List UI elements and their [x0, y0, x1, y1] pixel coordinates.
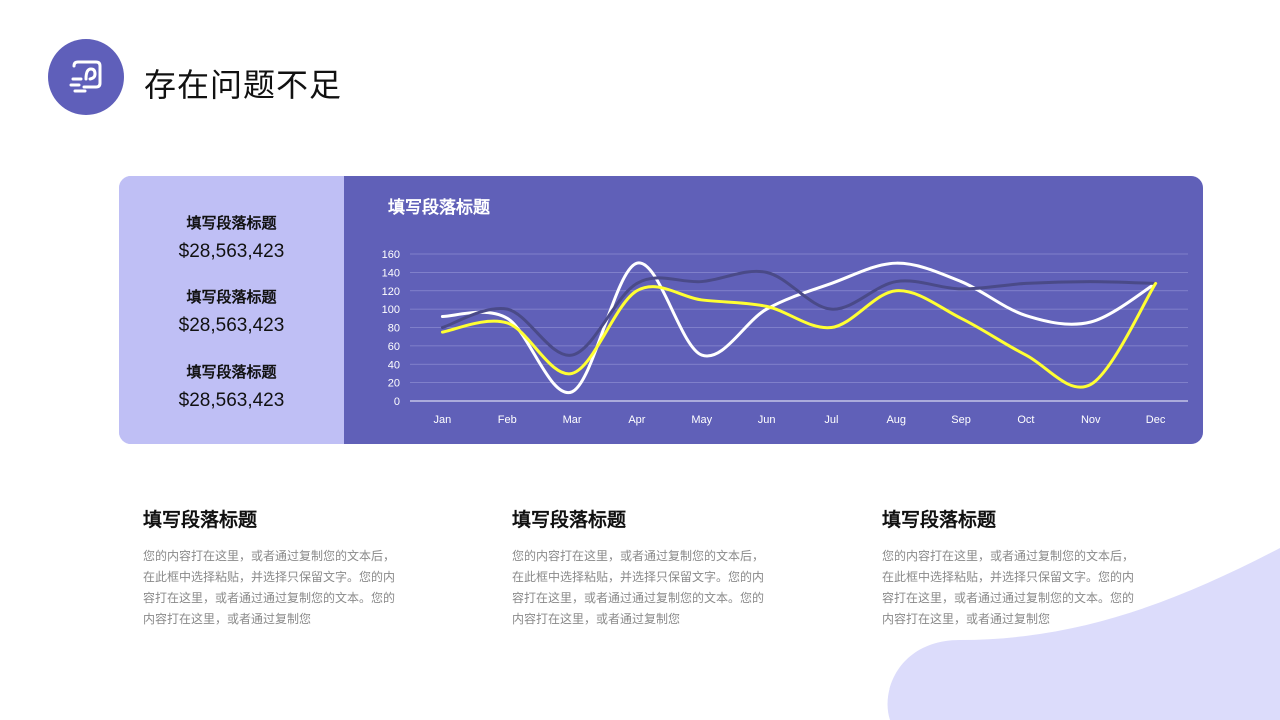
stat-value: $28,563,423: [178, 390, 285, 411]
y-tick-label: 100: [382, 304, 400, 316]
stat-value: $28,563,423: [178, 241, 285, 262]
y-tick-label: 80: [388, 323, 400, 335]
text-column: 填写段落标题 您的内容打在这里，或者通过复制您的文本后， 在此框中选择粘贴，并选…: [882, 505, 1162, 630]
y-tick-label: 40: [388, 359, 400, 371]
y-tick-label: 0: [394, 396, 400, 408]
series-line-3: [440, 281, 1158, 389]
column-text-line: 容打在这里，或者通过通过复制您的文本。您的: [143, 591, 396, 605]
y-tick-label: 60: [388, 341, 400, 353]
x-tick-label: Jul: [824, 414, 838, 426]
series-line-1: [440, 261, 1158, 395]
stat-label: 填写段落标题: [186, 363, 277, 381]
x-tick-label: Apr: [628, 414, 645, 426]
column-title: 填写段落标题: [143, 509, 258, 531]
stat-label: 填写段落标题: [186, 214, 277, 232]
column-text-line: 容打在这里，或者通过通过复制您的文本。您的: [882, 591, 1135, 605]
column-text-line: 在此框中选择粘贴，并选择只保留文字。您的内: [882, 570, 1135, 584]
series-line-2: [440, 269, 1158, 357]
column-text-line: 在此框中选择粘贴，并选择只保留文字。您的内: [512, 570, 765, 584]
chart-panel: 0 20 40 60 80 100 120 140 160 Jan Feb Mar Apr May Jun J…: [344, 176, 1203, 444]
column-text-line: 您的内容打在这里，或者通过复制您的文本后，: [512, 549, 765, 563]
stat-item: 填写段落标题 $28,563,423: [119, 212, 344, 263]
x-tick-label: Oct: [1017, 414, 1034, 426]
stat-item: 填写段落标题 $28,563,423: [119, 286, 344, 337]
page-title: 存在问题不足: [144, 66, 343, 104]
column-text-line: 在此框中选择粘贴，并选择只保留文字。您的内: [143, 570, 396, 584]
x-tick-label: Dec: [1146, 414, 1166, 426]
x-tick-label: May: [691, 414, 712, 426]
header-logo: [48, 39, 124, 115]
column-text: 您的内容打在这里，或者通过复制您的文本后， 在此框中选择粘贴，并选择只保留文字。…: [512, 546, 792, 630]
stats-panel: 填写段落标题 $28,563,423 填写段落标题 $28,563,423 填写…: [119, 176, 344, 444]
x-tick-label: Aug: [886, 414, 906, 426]
x-tick-label: Feb: [498, 414, 517, 426]
column-text-line: 内容打在这里，或者通过复制您: [512, 612, 681, 626]
column-title: 填写段落标题: [882, 509, 997, 531]
column-text-line: 您的内容打在这里，或者通过复制您的文本后，: [143, 549, 396, 563]
column-text: 您的内容打在这里，或者通过复制您的文本后， 在此框中选择粘贴，并选择只保留文字。…: [143, 546, 423, 630]
column-text-line: 您的内容打在这里，或者通过复制您的文本后，: [882, 549, 1135, 563]
text-column: 填写段落标题 您的内容打在这里，或者通过复制您的文本后， 在此框中选择粘贴，并选…: [512, 505, 792, 630]
column-text-line: 内容打在这里，或者通过复制您: [882, 612, 1051, 626]
stat-label: 填写段落标题: [186, 288, 277, 306]
stat-item: 填写段落标题 $28,563,423: [119, 361, 344, 412]
x-tick-label: Jun: [758, 414, 776, 426]
stat-value: $28,563,423: [178, 315, 285, 336]
column-title: 填写段落标题: [512, 509, 627, 531]
x-tick-label: Jan: [434, 414, 452, 426]
line-chart: 0 20 40 60 80 100 120 140 160 Jan Feb Mar Apr May Jun J…: [382, 249, 1188, 426]
y-tick-label: 20: [388, 378, 400, 390]
x-tick-label: Nov: [1081, 414, 1101, 426]
y-tick-label: 120: [382, 286, 400, 298]
chart-card: 填写段落标题 $28,563,423 填写段落标题 $28,563,423 填写…: [119, 176, 1203, 444]
column-text-line: 内容打在这里，或者通过复制您: [143, 612, 312, 626]
x-tick-label: Mar: [563, 414, 582, 426]
y-tick-label: 140: [382, 267, 400, 279]
column-text-line: 容打在这里，或者通过通过复制您的文本。您的: [512, 591, 765, 605]
chart-title: 填写段落标题: [388, 198, 490, 218]
chat-bubble-icon: [69, 60, 102, 93]
y-tick-label: 160: [382, 249, 400, 261]
x-tick-label: Sep: [951, 414, 971, 426]
column-text: 您的内容打在这里，或者通过复制您的文本后， 在此框中选择粘贴，并选择只保留文字。…: [882, 546, 1162, 630]
text-column: 填写段落标题 您的内容打在这里，或者通过复制您的文本后， 在此框中选择粘贴，并选…: [143, 505, 423, 630]
